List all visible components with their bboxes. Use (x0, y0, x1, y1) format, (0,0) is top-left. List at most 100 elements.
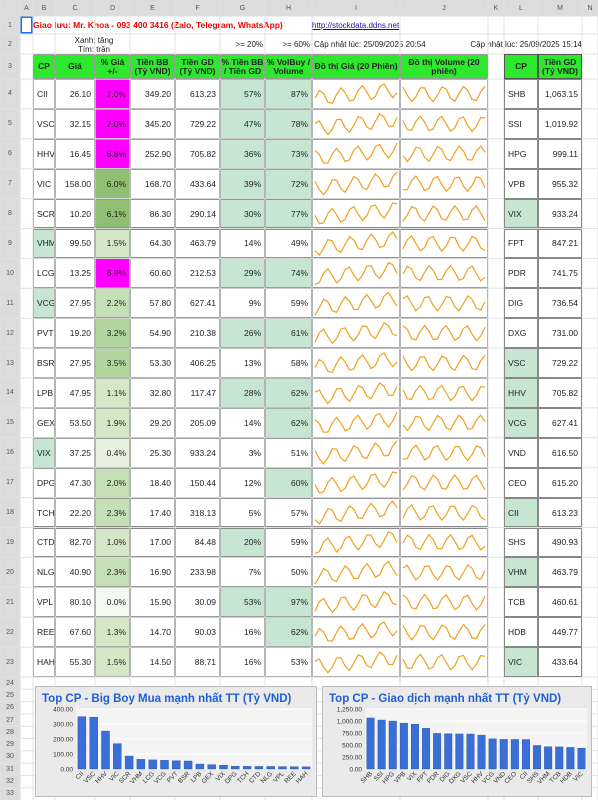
x-tick-label: HAH (295, 770, 310, 785)
table-cell: 19.20 (55, 318, 95, 349)
x-tick-label: VCG (153, 770, 168, 785)
bar (366, 717, 375, 770)
x-tick-label: CEO (503, 770, 518, 785)
row-header: 17 (0, 467, 20, 498)
table-cell: VND (504, 437, 538, 468)
sparkline-cell (312, 108, 400, 139)
table-cell: 90.03 (175, 617, 220, 648)
table-cell: 212.53 (175, 258, 220, 289)
table-cell: 29% (220, 258, 265, 289)
row-header: 3 (0, 54, 20, 79)
table-cell: 449.77 (538, 617, 582, 648)
row-header: 13 (0, 348, 20, 378)
row-header: 1 (0, 16, 20, 34)
table-cell: 67.60 (55, 617, 95, 648)
table-cell: 57% (265, 497, 312, 528)
bar (444, 733, 453, 770)
table-cell: 345.20 (130, 108, 175, 139)
sparkline-cell (400, 378, 488, 408)
table-cell: 6.9% (95, 258, 130, 289)
legend-up: Xanh: tăng (74, 35, 114, 45)
bar (399, 722, 408, 770)
sparkline-cell (400, 647, 488, 677)
column-header: N (582, 0, 598, 16)
bar (160, 760, 169, 770)
table-cell: GEX (33, 407, 55, 438)
table-cell: 1.1% (95, 378, 130, 408)
table-cell: 999.11 (538, 138, 582, 169)
column-header: I (312, 0, 400, 16)
table-cell: SSI (504, 108, 538, 139)
row-header: 15 (0, 407, 20, 438)
table-cell: 3.5% (95, 348, 130, 378)
bar (410, 724, 419, 770)
table-cell: 26.10 (55, 79, 95, 109)
y-tick-label: 0.00 (60, 767, 73, 774)
table-cell: 933.24 (175, 437, 220, 468)
table-cell: PVT (33, 318, 55, 349)
table-cell: 1.3% (95, 617, 130, 648)
table-cell: 933.24 (538, 198, 582, 229)
sparkline-cell (312, 587, 400, 618)
sparkline-cell (400, 617, 488, 648)
table-cell: 729.22 (538, 348, 582, 378)
table-cell: 3.2% (95, 318, 130, 349)
row-header: 24 (0, 677, 20, 690)
table-cell: 59% (265, 288, 312, 319)
sparkline-cell (312, 467, 400, 498)
table-cell: 57.80 (130, 288, 175, 319)
x-tick-label: GEX (200, 770, 215, 785)
x-tick-label: CII (519, 770, 530, 781)
row-header: 26 (0, 701, 20, 714)
bar (488, 738, 497, 770)
table-cell: 1,019.92 (538, 108, 582, 139)
table-cell: HAH (33, 647, 55, 677)
table-cell: 613.23 (175, 79, 220, 109)
y-tick-label: 250.00 (342, 755, 362, 762)
sparkline-cell (400, 467, 488, 498)
sparkline-cell (312, 138, 400, 169)
row-header: 18 (0, 497, 20, 528)
table-cell: 433.64 (538, 647, 582, 677)
x-tick-label: DPG (224, 770, 239, 785)
table-cell: 36% (220, 138, 265, 169)
sparkline-cell (400, 348, 488, 378)
legend-ceiling: Tím: trần (77, 44, 110, 54)
table-cell: 2.2% (95, 288, 130, 319)
table-header: Tiền GD (Tỷ VND) (175, 54, 220, 79)
table-cell: TCH (33, 497, 55, 528)
table-header: % Giá +/- (95, 54, 130, 79)
table-cell: 15.90 (130, 587, 175, 618)
table-cell: 64.30 (130, 228, 175, 259)
bar (577, 747, 586, 770)
column-header: E (130, 0, 175, 16)
y-tick-label: 1,250.00 (337, 707, 363, 714)
row-header: 9 (0, 228, 20, 259)
table-cell: LPB (33, 378, 55, 408)
column-header: C (55, 0, 95, 16)
x-tick-label: NLG (260, 770, 274, 784)
table-cell: 51% (265, 437, 312, 468)
x-tick-label: CII (74, 770, 85, 781)
table-cell: 16% (220, 647, 265, 677)
table-cell: FPT (504, 228, 538, 259)
table-cell: 1.5% (95, 647, 130, 677)
table-cell: 14.50 (130, 647, 175, 677)
table-cell: 627.41 (538, 407, 582, 438)
row-header: 33 (0, 787, 20, 800)
bar (466, 733, 475, 770)
table-cell: BSR (33, 348, 55, 378)
table-cell: 14% (220, 228, 265, 259)
sparkline-cell (312, 647, 400, 677)
bar (290, 766, 299, 770)
bar (219, 765, 228, 770)
row-header: 7 (0, 168, 20, 199)
table-cell: NLG (33, 557, 55, 588)
table-cell: 16.90 (130, 557, 175, 588)
x-tick-label: VHM (129, 770, 144, 785)
sparkline-cell (400, 288, 488, 319)
chart-title: Top CP - Big Boy Mua mạnh nhất TT (Tỷ VN… (42, 693, 292, 705)
table-cell: 62% (265, 407, 312, 438)
link: http://stockdata.ddns.net (312, 20, 400, 30)
table-cell: 59% (265, 527, 312, 558)
